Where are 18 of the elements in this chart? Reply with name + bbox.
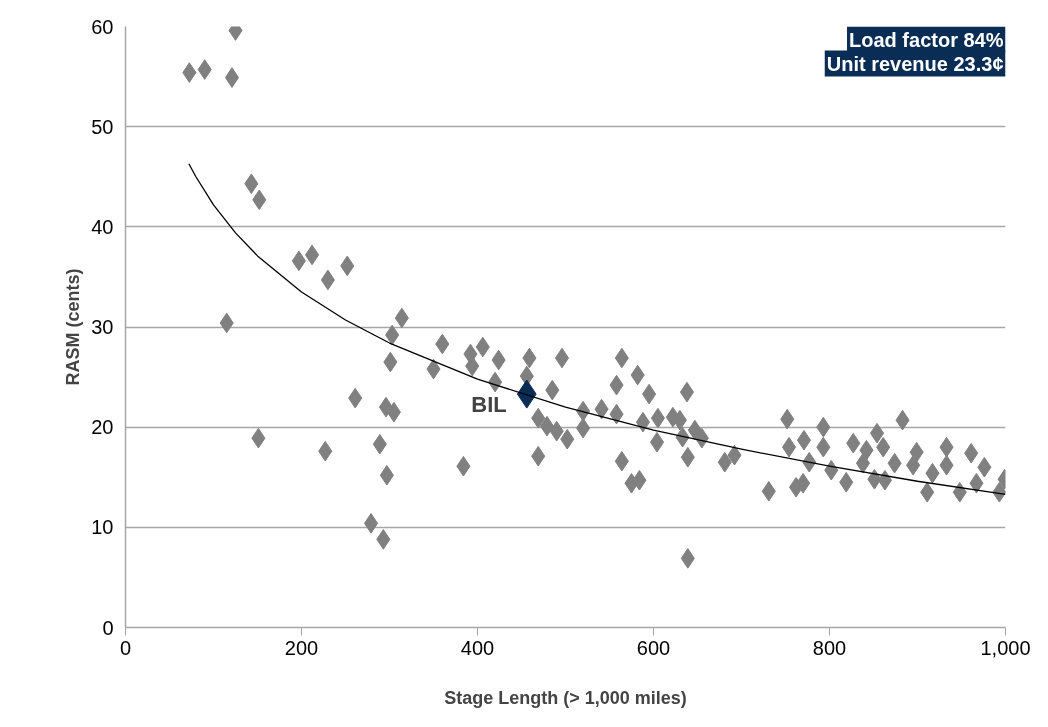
x-tick-label: 200: [284, 636, 319, 659]
y-tick-label: 60: [91, 15, 114, 38]
annotation: Unit revenue 23.3¢: [826, 52, 1004, 75]
x-tick-label: 400: [460, 636, 495, 659]
x-axis-title: Stage Length (> 1,000 miles): [444, 687, 687, 708]
y-axis-title: RASM (cents): [63, 268, 84, 386]
y-tick-label: 10: [91, 516, 114, 539]
x-tick-label: 1,000: [980, 636, 1031, 659]
y-tick-label: 0: [102, 616, 114, 639]
y-tick-label: 30: [91, 316, 114, 338]
y-tick-label: 50: [91, 115, 114, 138]
annotation: Load factor 84%: [849, 28, 1004, 51]
y-tick-label: 20: [91, 416, 114, 439]
series-label: BIL: [471, 392, 507, 418]
x-tick-label: 0: [119, 636, 132, 659]
x-tick-label: 800: [812, 636, 847, 659]
x-tick-label: 600: [636, 636, 671, 659]
y-tick-label: 40: [91, 215, 114, 238]
